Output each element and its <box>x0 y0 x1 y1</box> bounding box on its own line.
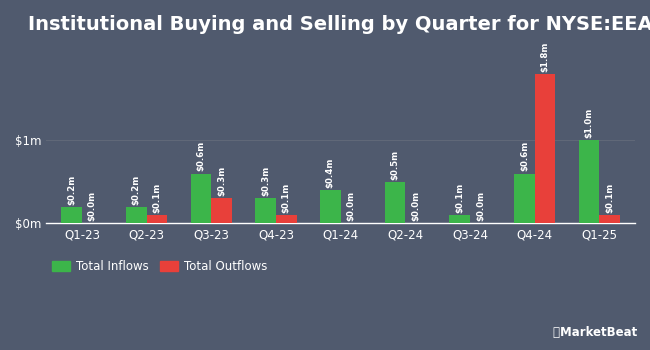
Text: $0.2m: $0.2m <box>67 174 76 204</box>
Text: $0.0m: $0.0m <box>346 191 356 221</box>
Legend: Total Inflows, Total Outflows: Total Inflows, Total Outflows <box>52 260 267 273</box>
Bar <box>190 174 211 223</box>
Text: $1.0m: $1.0m <box>584 108 593 138</box>
Text: $0.2m: $0.2m <box>132 174 141 204</box>
Bar <box>147 215 167 223</box>
Text: $0.4m: $0.4m <box>326 158 335 188</box>
Bar <box>535 74 556 223</box>
Bar <box>449 215 470 223</box>
Text: $0.6m: $0.6m <box>196 141 205 172</box>
Bar <box>276 215 296 223</box>
Text: $0.6m: $0.6m <box>520 141 529 172</box>
Bar <box>126 206 147 223</box>
Bar <box>211 198 232 223</box>
Text: $0.0m: $0.0m <box>476 191 485 221</box>
Bar <box>385 182 406 223</box>
Text: $0.3m: $0.3m <box>261 166 270 196</box>
Text: $0.3m: $0.3m <box>217 166 226 196</box>
Text: ⫽​MarketBeat: ⫽​MarketBeat <box>552 327 637 340</box>
Bar <box>514 174 535 223</box>
Text: $0.5m: $0.5m <box>391 149 400 180</box>
Text: $0.1m: $0.1m <box>153 183 161 213</box>
Title: Institutional Buying and Selling by Quarter for NYSE:EEA: Institutional Buying and Selling by Quar… <box>29 15 650 34</box>
Bar <box>61 206 82 223</box>
Text: $1.8m: $1.8m <box>541 42 550 72</box>
Bar <box>255 198 276 223</box>
Bar <box>320 190 341 223</box>
Text: $0.0m: $0.0m <box>411 191 420 221</box>
Text: $0.1m: $0.1m <box>455 183 464 213</box>
Text: $0.1m: $0.1m <box>282 183 291 213</box>
Bar <box>599 215 620 223</box>
Bar <box>578 140 599 223</box>
Text: $0.1m: $0.1m <box>605 183 614 213</box>
Text: $0.0m: $0.0m <box>88 191 97 221</box>
